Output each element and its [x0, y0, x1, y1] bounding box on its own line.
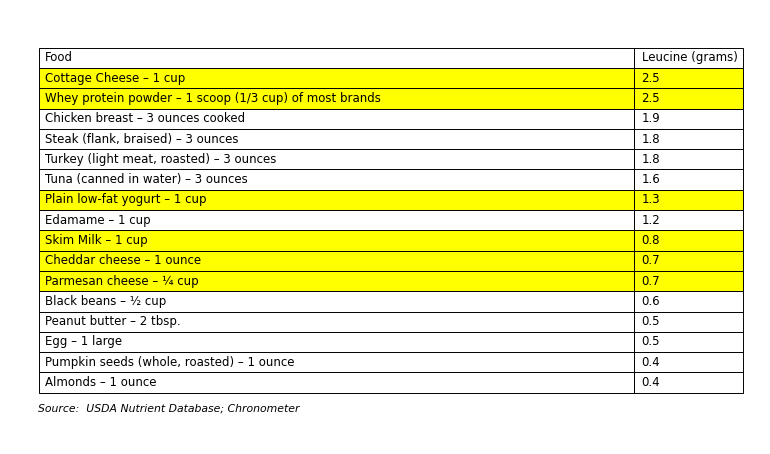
Bar	[634, 271, 743, 291]
Bar	[634, 129, 743, 149]
Text: Skim Milk – 1 cup: Skim Milk – 1 cup	[45, 234, 147, 247]
Bar	[38, 352, 634, 372]
Bar	[634, 291, 743, 311]
Text: Plain low-fat yogurt – 1 cup: Plain low-fat yogurt – 1 cup	[45, 193, 206, 207]
Bar	[38, 210, 634, 230]
Text: 1.8: 1.8	[641, 153, 660, 166]
Text: 2.5: 2.5	[641, 92, 660, 105]
Text: Tuna (canned in water) – 3 ounces: Tuna (canned in water) – 3 ounces	[45, 173, 247, 186]
Bar	[634, 372, 743, 393]
Text: 0.6: 0.6	[641, 295, 660, 308]
Bar	[38, 129, 634, 149]
Text: Cottage Cheese – 1 cup: Cottage Cheese – 1 cup	[45, 72, 185, 84]
Bar	[38, 149, 634, 169]
Bar	[38, 88, 634, 109]
Text: Peanut butter – 2 tbsp.: Peanut butter – 2 tbsp.	[45, 315, 180, 328]
Bar	[38, 251, 634, 271]
Text: 0.5: 0.5	[641, 336, 660, 349]
Text: Chicken breast – 3 ounces cooked: Chicken breast – 3 ounces cooked	[45, 112, 245, 125]
Bar	[38, 271, 634, 291]
Text: Whey protein powder – 1 scoop (1/3 cup) of most brands: Whey protein powder – 1 scoop (1/3 cup) …	[45, 92, 380, 105]
Bar	[634, 352, 743, 372]
Bar	[634, 48, 743, 68]
Bar	[634, 169, 743, 190]
Text: Turkey (light meat, roasted) – 3 ounces: Turkey (light meat, roasted) – 3 ounces	[45, 153, 276, 166]
Bar	[38, 190, 634, 210]
Text: Black beans – ½ cup: Black beans – ½ cup	[45, 295, 166, 308]
Bar	[634, 210, 743, 230]
Text: 0.4: 0.4	[641, 356, 660, 369]
Bar	[634, 230, 743, 251]
Text: Edamame – 1 cup: Edamame – 1 cup	[45, 214, 150, 227]
Bar	[38, 291, 634, 311]
Text: Leucine (grams): Leucine (grams)	[641, 51, 738, 64]
Bar	[38, 169, 634, 190]
Bar	[38, 109, 634, 129]
Bar	[38, 372, 634, 393]
Bar	[634, 251, 743, 271]
Text: 0.4: 0.4	[641, 376, 660, 389]
Text: 1.2: 1.2	[641, 214, 661, 227]
Text: Food: Food	[45, 51, 72, 64]
Text: Cheddar cheese – 1 ounce: Cheddar cheese – 1 ounce	[45, 254, 201, 267]
Bar	[38, 311, 634, 332]
Bar	[634, 332, 743, 352]
Bar	[38, 68, 634, 88]
Bar	[634, 311, 743, 332]
Text: Egg – 1 large: Egg – 1 large	[45, 336, 122, 349]
Bar	[38, 48, 634, 68]
Text: Almonds – 1 ounce: Almonds – 1 ounce	[45, 376, 156, 389]
Bar	[634, 149, 743, 169]
Text: 0.8: 0.8	[641, 234, 660, 247]
Text: 1.8: 1.8	[641, 133, 660, 145]
Text: Source:  USDA Nutrient Database; Chronometer: Source: USDA Nutrient Database; Chronome…	[38, 404, 300, 414]
Bar	[38, 230, 634, 251]
Bar	[38, 332, 634, 352]
Bar	[634, 190, 743, 210]
Text: 1.6: 1.6	[641, 173, 661, 186]
Text: 0.7: 0.7	[641, 254, 660, 267]
Text: Steak (flank, braised) – 3 ounces: Steak (flank, braised) – 3 ounces	[45, 133, 238, 145]
Text: 1.9: 1.9	[641, 112, 661, 125]
Text: 0.5: 0.5	[641, 315, 660, 328]
Bar	[634, 88, 743, 109]
Bar	[634, 68, 743, 88]
Bar	[634, 109, 743, 129]
Text: Pumpkin seeds (whole, roasted) – 1 ounce: Pumpkin seeds (whole, roasted) – 1 ounce	[45, 356, 294, 369]
Text: 1.3: 1.3	[641, 193, 660, 207]
Text: Parmesan cheese – ¼ cup: Parmesan cheese – ¼ cup	[45, 275, 199, 287]
Text: 2.5: 2.5	[641, 72, 660, 84]
Text: 0.7: 0.7	[641, 275, 660, 287]
